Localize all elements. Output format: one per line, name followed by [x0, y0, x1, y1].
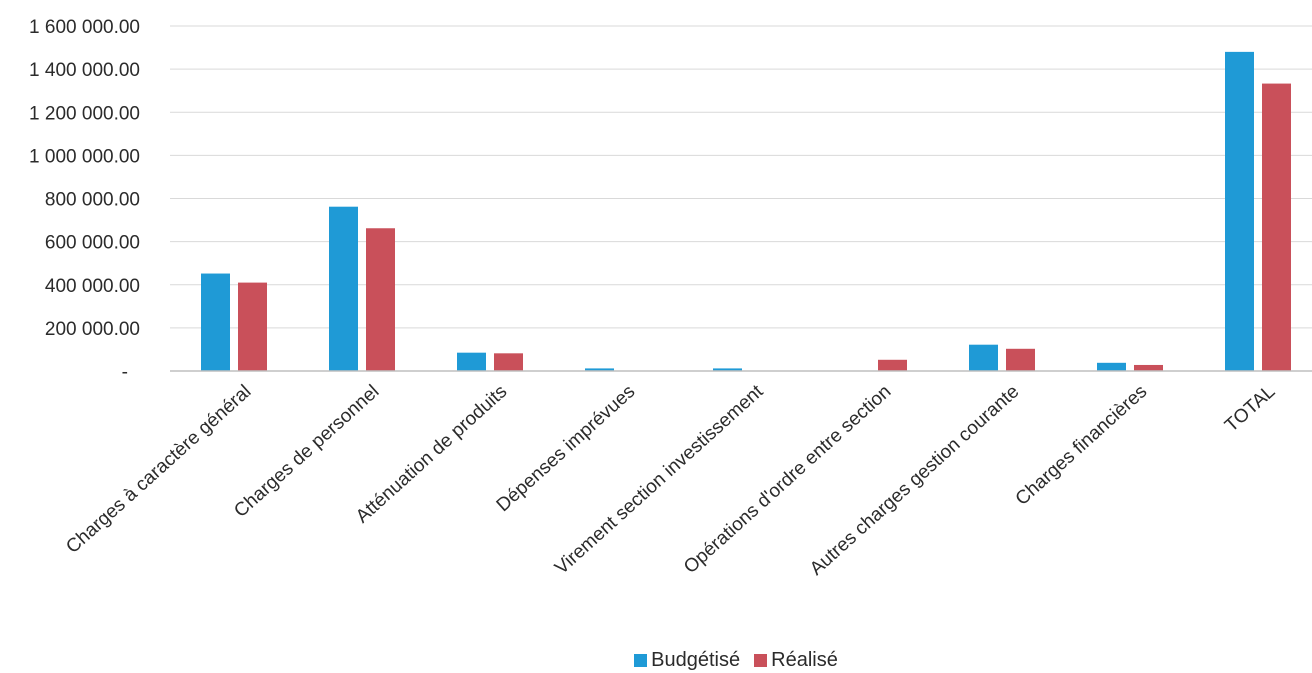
x-tick-label: Opérations d'ordre entre section: [680, 381, 895, 578]
bar-budgetise: [969, 344, 998, 371]
legend-swatch-realise: [754, 653, 768, 667]
y-tick-label: 1 000 000.00: [29, 146, 140, 167]
y-tick-label: 1 600 000.00: [29, 17, 140, 38]
bar-budgetise: [201, 273, 230, 371]
bar-budgetise: [713, 368, 742, 371]
y-tick-label: 600 000.00: [45, 233, 140, 254]
y-tick-label: -: [122, 362, 128, 383]
x-tick-label: Charges de personnel: [230, 381, 383, 522]
y-tick-label: 800 000.00: [45, 190, 140, 211]
bar-realise: [878, 359, 907, 371]
bar-realise: [238, 282, 267, 371]
x-tick-label: Charges à caractère général: [62, 381, 255, 558]
legend-swatch-budgetise: [634, 653, 648, 667]
bar-realise: [366, 228, 395, 371]
y-axis-ticks: - 200 000.00 400 000.00 600 000.00 800 000.0…: [29, 17, 140, 383]
legend: Budgétisé Réalisé: [0, 647, 1312, 673]
bar-budgetise: [1225, 51, 1254, 371]
x-tick-label: Charges financières: [1012, 381, 1152, 510]
bar-realise: [1262, 83, 1291, 372]
bar-realise: [1134, 364, 1163, 371]
x-tick-label: Virement section investissement: [551, 381, 768, 579]
bar-realise: [1006, 348, 1035, 371]
gridlines: [170, 25, 1312, 329]
legend-label-realise: Réalisé: [771, 648, 838, 671]
legend-label-budgetise: Budgétisé: [651, 648, 741, 671]
y-tick-label: 1 200 000.00: [29, 103, 140, 124]
x-tick-label: TOTAL: [1221, 381, 1279, 436]
legend-item-realise: Réalisé: [754, 649, 838, 672]
bar-budgetise: [585, 368, 614, 371]
bar-budgetise: [1097, 362, 1126, 371]
bar-realise: [494, 353, 523, 371]
x-tick-label: Autres charges gestion courante: [806, 381, 1023, 580]
bar-chart: - 200 000.00 400 000.00 600 000.00 800 000.0…: [29, 17, 1312, 580]
y-tick-label: 400 000.00: [45, 276, 140, 297]
legend-item-budgetise: Budgétisé: [634, 649, 740, 672]
bar-budgetise: [329, 206, 358, 371]
bar-budgetise: [457, 352, 486, 371]
y-tick-label: 200 000.00: [45, 319, 140, 340]
x-tick-label: Dépenses imprévues: [493, 381, 640, 516]
bars: [201, 51, 1291, 372]
y-tick-label: 1 400 000.00: [29, 60, 140, 81]
